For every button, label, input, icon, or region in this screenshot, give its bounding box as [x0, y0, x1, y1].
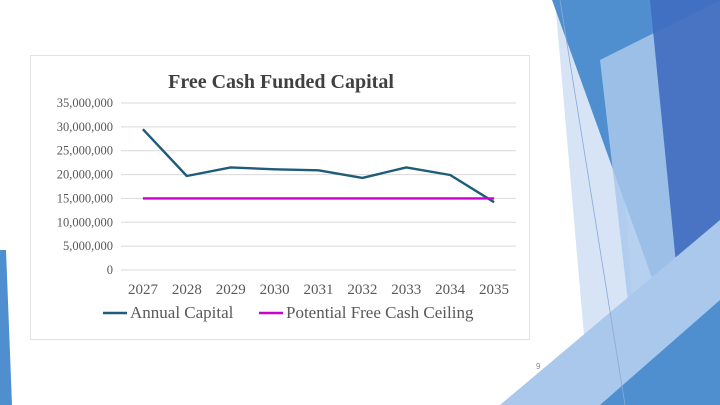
legend: Annual Capital Potential Free Cash Ceilin… [103, 303, 474, 322]
decor-thin-line [559, 0, 626, 405]
x-axis-ticks: 2027 2028 2029 2030 2031 2032 2033 2034 2035 [128, 282, 509, 298]
gridlines [121, 102, 516, 271]
y-tick-label: 30,000,000 [57, 120, 113, 134]
y-tick-label: 0 [107, 263, 113, 277]
y-tick-label: 15,000,000 [57, 191, 113, 205]
decor-left-strip [0, 250, 12, 405]
x-tick-label: 2033 [391, 282, 421, 298]
y-tick-label: 10,000,000 [57, 215, 113, 229]
y-tick-label: 25,000,000 [57, 144, 113, 158]
legend-label: Annual Capital [130, 303, 234, 322]
x-tick-label: 2032 [347, 282, 377, 298]
chart-title: Free Cash Funded Capital [168, 71, 394, 93]
x-tick-label: 2029 [216, 282, 246, 298]
x-tick-label: 2035 [479, 282, 509, 298]
y-tick-label: 5,000,000 [63, 239, 113, 253]
series-lines [142, 128, 495, 204]
line-chart: Free Cash Funded Capital 0 5,000,000 10,00… [57, 71, 516, 322]
x-tick-label: 2027 [128, 282, 159, 298]
decor-bottom-dark [600, 300, 720, 405]
y-axis-ticks: 0 5,000,000 10,000,000 15,000,000 20,000,000… [57, 96, 113, 277]
x-tick-label: 2034 [435, 282, 466, 298]
y-tick-label: 20,000,000 [57, 168, 113, 182]
x-tick-label: 2031 [304, 282, 334, 298]
page-number: 9 [536, 362, 541, 371]
series-line-annual-capital [142, 128, 495, 204]
legend-label: Potential Free Cash Ceiling [286, 303, 474, 322]
x-tick-label: 2030 [260, 282, 290, 298]
chart-frame: Free Cash Funded Capital 0 5,000,000 10,00… [30, 55, 530, 340]
y-tick-label: 35,000,000 [57, 96, 113, 110]
x-tick-label: 2028 [172, 282, 202, 298]
